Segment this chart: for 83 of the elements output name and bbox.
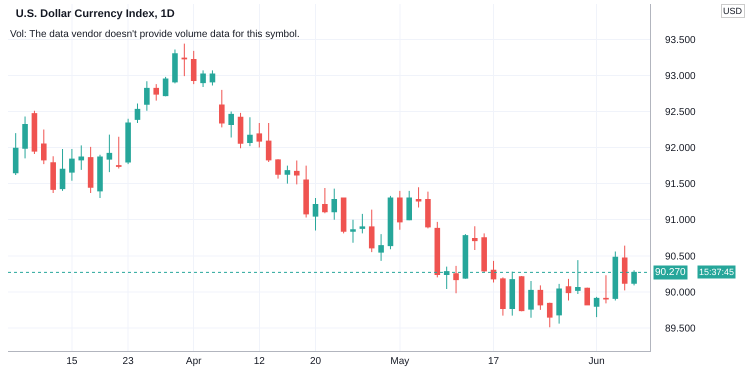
x-tick-label: 12 [254, 356, 266, 367]
candlestick [172, 48, 178, 84]
candlestick [125, 118, 131, 165]
y-tick-label: 92.000 [665, 143, 696, 154]
x-tick-label: 15 [66, 356, 78, 367]
y-tick-label: 91.000 [665, 215, 696, 226]
text: 15:37:45 [699, 267, 734, 277]
candlestick [594, 296, 600, 318]
x-tick-label: 17 [488, 356, 500, 367]
candlestick [500, 276, 506, 316]
candlestick [331, 188, 338, 220]
candlestick [162, 76, 168, 97]
ref-line-label: 90.270 [655, 267, 686, 278]
candlestick [69, 148, 75, 182]
y-tick-label: 91.500 [665, 179, 696, 190]
candlestick [425, 191, 431, 229]
text: USD [723, 6, 742, 16]
candlestick [538, 284, 544, 310]
candlestick [210, 70, 216, 86]
candlestick [518, 275, 524, 312]
candlestick [88, 146, 94, 194]
x-tick-label: 23 [122, 356, 134, 367]
candlestick [256, 122, 262, 148]
x-tick-label: Jun [588, 356, 605, 367]
candlestick [228, 110, 234, 138]
x-tick-label: 20 [310, 356, 322, 367]
candlestick [406, 190, 412, 221]
candlestick [378, 234, 384, 262]
candlestick [238, 112, 244, 149]
candlestick [219, 89, 225, 128]
candlestick [50, 156, 56, 194]
y-tick-label: 92.500 [665, 106, 696, 118]
candlestick [60, 148, 66, 192]
candlestick [190, 50, 196, 85]
candlestick [360, 213, 366, 234]
candlestick [528, 280, 534, 318]
candlestick [153, 84, 160, 102]
annotation: Vol: The data vendor doesn't provide volume data for this symbol. [10, 29, 300, 40]
candlestick [622, 245, 628, 291]
candlestick [106, 134, 112, 173]
y-tick-label: 89.500 [665, 323, 696, 334]
candlestick [603, 274, 609, 304]
y-tick-label: 93.000 [665, 70, 696, 82]
candlestick [41, 129, 47, 165]
candlestick [434, 221, 440, 278]
candlestick [78, 144, 84, 170]
candlestick [22, 116, 28, 159]
candlestick [294, 160, 300, 185]
candlestick [481, 232, 487, 273]
candlestick [350, 219, 356, 244]
candlestick [472, 226, 478, 250]
candlestick [32, 110, 38, 155]
candlestick [566, 278, 572, 301]
candlestick [303, 165, 309, 218]
y-tick-label: 90.500 [665, 251, 696, 262]
candlestick [490, 260, 496, 283]
x-tick-label: Apr [186, 356, 202, 367]
candlestick [284, 165, 290, 184]
candlestick [144, 80, 150, 112]
candlestick [397, 190, 403, 230]
candlestick [182, 43, 188, 77]
candlestick [368, 209, 375, 253]
y-tick-label: 90.000 [665, 287, 696, 298]
candlestick [416, 186, 422, 208]
candlestick [556, 283, 562, 324]
candlestick [312, 198, 318, 232]
candlestick [340, 198, 346, 234]
candlestick [322, 187, 328, 214]
candlestick [546, 302, 553, 328]
candlestick [266, 122, 272, 162]
candlestick [388, 195, 394, 250]
candlestick [247, 116, 253, 147]
x-tick-label: May [390, 356, 410, 367]
candlestick [12, 132, 18, 176]
candlestick [275, 158, 281, 180]
chart-title: U.S. Dollar Currency Index, 1D [16, 8, 175, 20]
candlestick [200, 70, 206, 88]
candlestick [584, 287, 590, 306]
candlestick [134, 103, 140, 124]
candlestick [116, 136, 122, 169]
candlestick [453, 265, 459, 294]
y-tick-label: 93.500 [665, 34, 696, 46]
candlestick [97, 154, 103, 199]
